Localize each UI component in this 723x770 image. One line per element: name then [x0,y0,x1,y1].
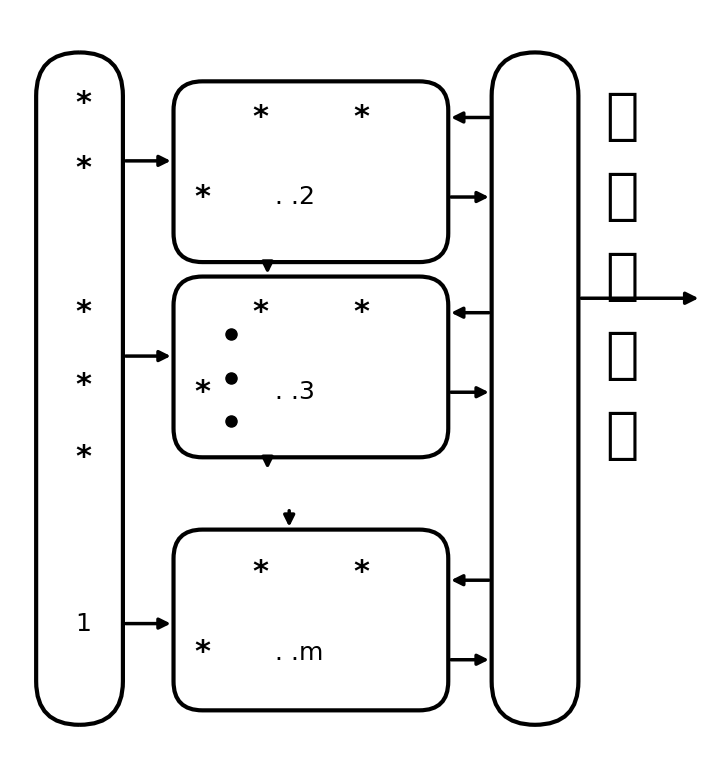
Text: . .2: . .2 [275,185,315,209]
FancyBboxPatch shape [174,530,448,711]
Text: *: * [252,558,268,588]
Text: 基: 基 [605,329,638,383]
Text: 拟: 拟 [605,91,638,145]
Text: *: * [354,558,369,588]
Text: 尔: 尔 [605,249,638,303]
FancyBboxPatch shape [492,52,578,725]
Text: *: * [75,443,91,472]
Text: *: * [194,378,210,407]
Text: 体: 体 [605,409,638,463]
Text: 高: 高 [605,170,638,224]
Text: *: * [252,103,268,132]
Text: *: * [194,182,210,212]
FancyBboxPatch shape [36,52,123,725]
Text: . .3: . .3 [275,380,315,404]
Text: *: * [252,298,268,327]
Text: *: * [75,89,91,118]
Text: *: * [354,103,369,132]
Text: *: * [75,153,91,182]
Text: *: * [194,638,210,667]
Text: . .m: . .m [275,641,323,665]
Text: *: * [75,370,91,400]
FancyBboxPatch shape [174,276,448,457]
Text: *: * [354,298,369,327]
Text: 1: 1 [75,611,91,635]
FancyBboxPatch shape [174,82,448,262]
Text: *: * [75,298,91,327]
